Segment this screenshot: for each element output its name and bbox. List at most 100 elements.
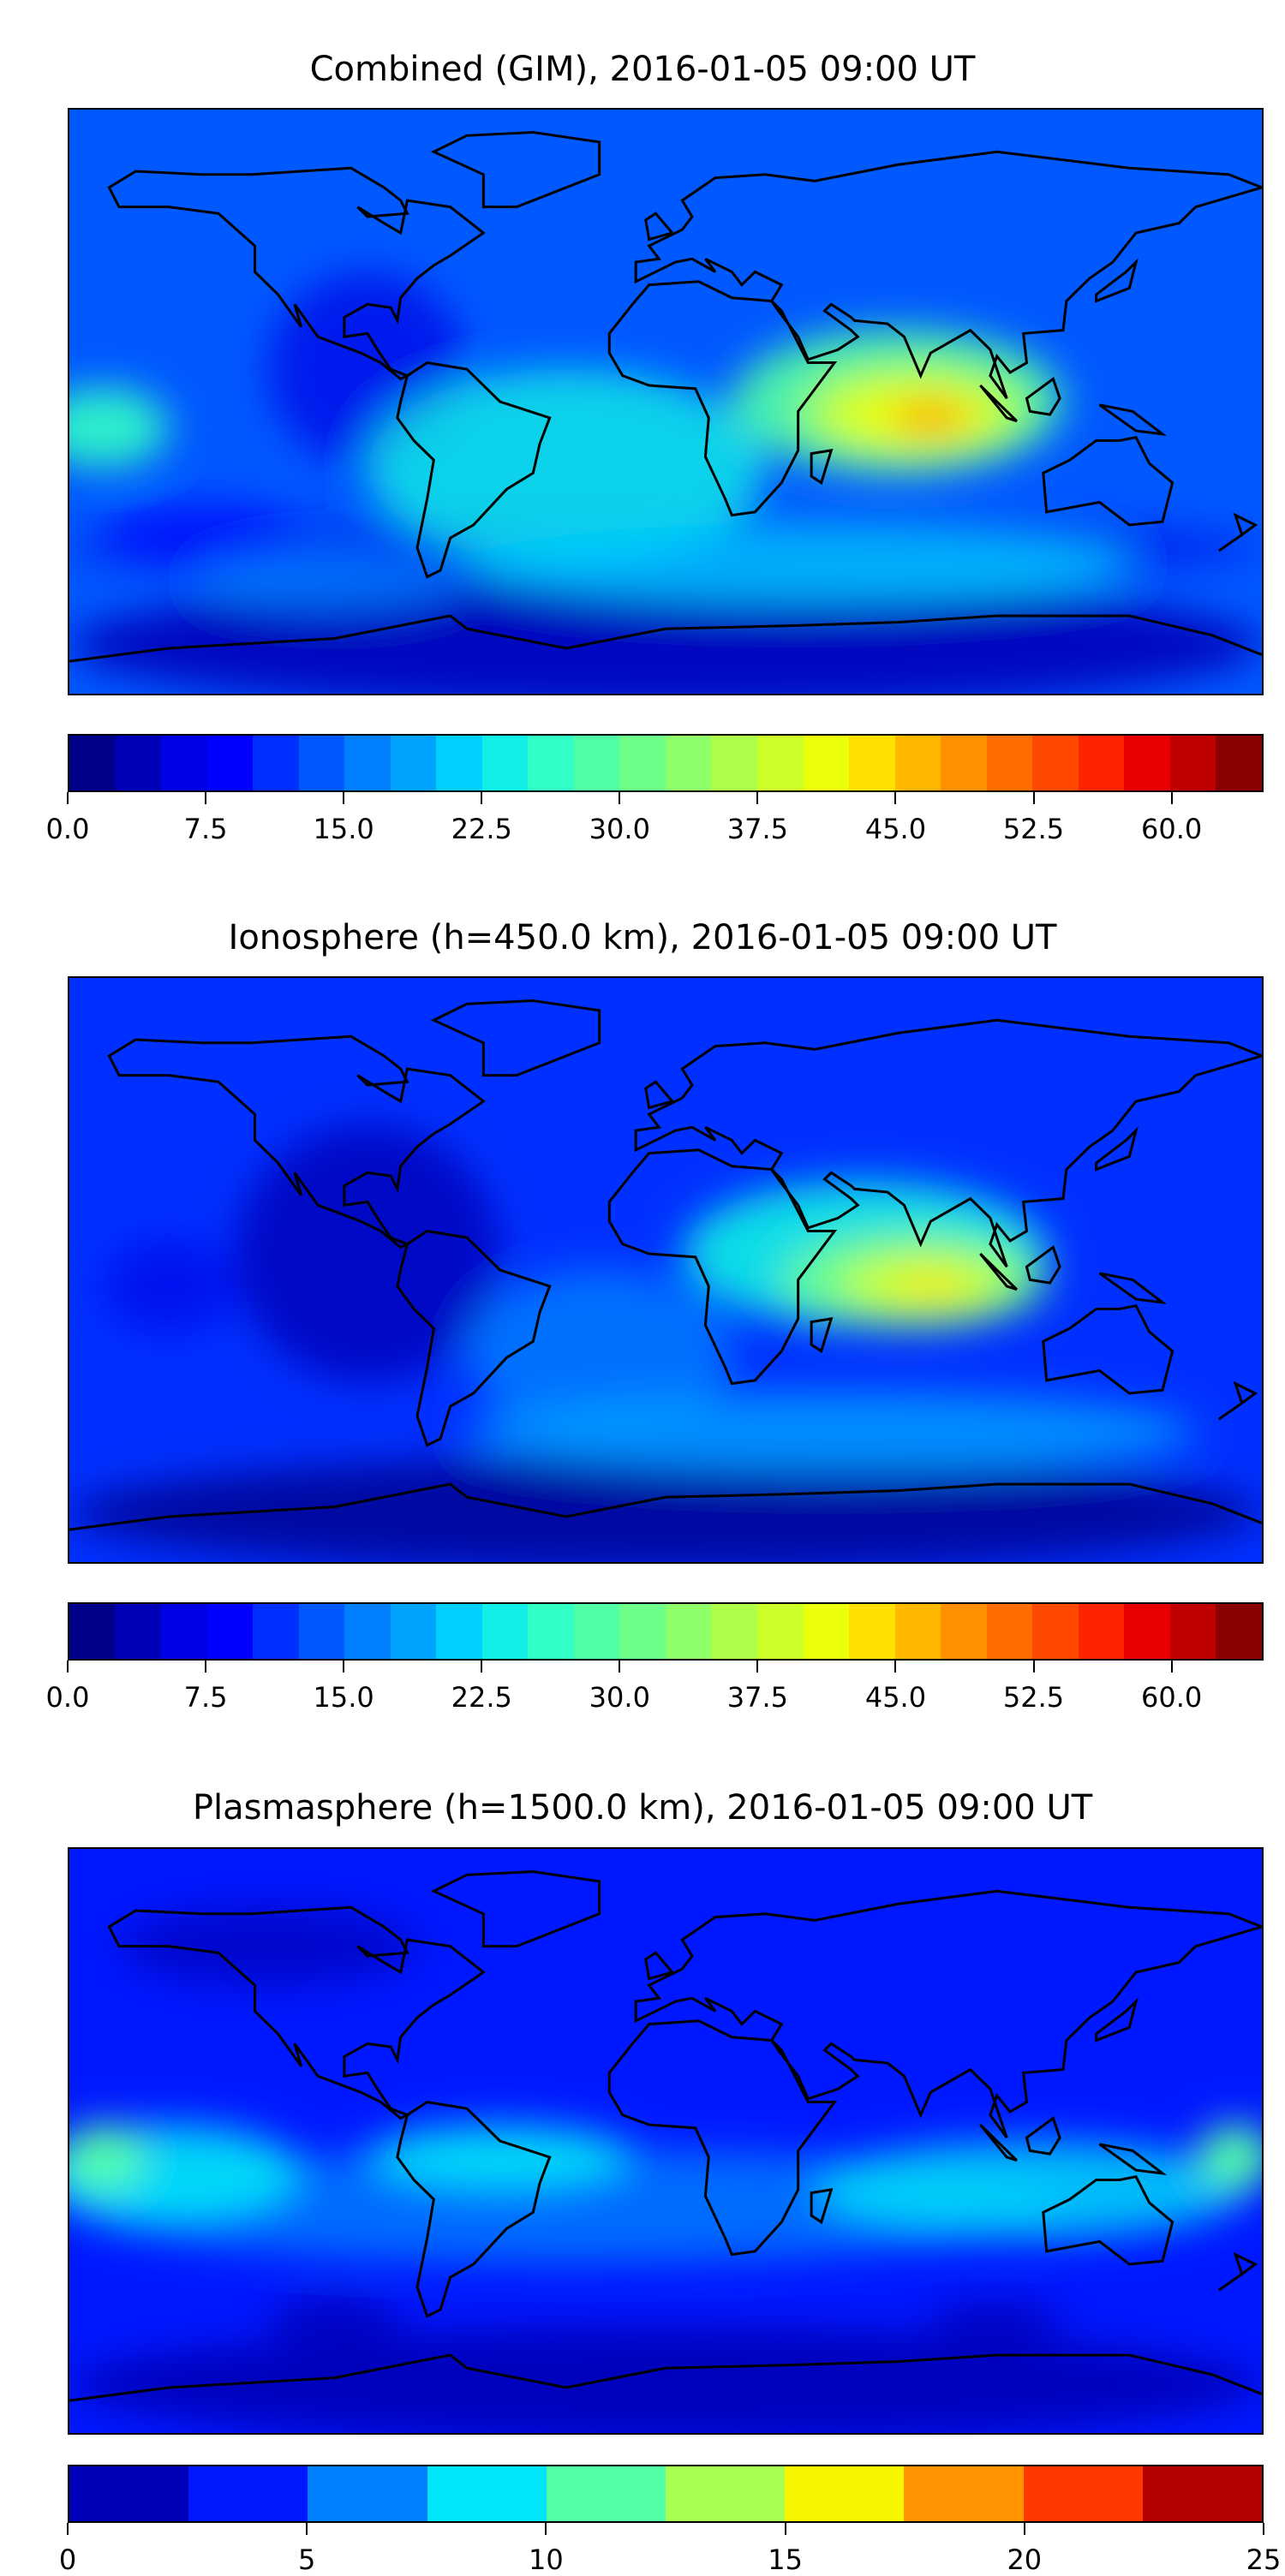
colorbar-band <box>785 2466 905 2521</box>
coastline-antarctica <box>69 1484 1262 1530</box>
colorbar-band <box>665 1604 712 1659</box>
coastline-uk <box>646 213 672 239</box>
colorbar-tick-label: 37.5 <box>726 813 788 845</box>
colorbar-tick-label: 60.0 <box>1140 813 1203 845</box>
coastline-africa <box>609 1150 834 1384</box>
colorbar-band <box>894 1604 941 1659</box>
colorbar-tick-label: 15.0 <box>313 1681 374 1714</box>
contour-region <box>201 547 467 613</box>
coastline-uk <box>646 1082 672 1107</box>
contour-region <box>69 2125 144 2190</box>
coastline-africa <box>609 282 834 516</box>
colorbar-band <box>390 1604 437 1659</box>
coastline-greenland <box>433 133 599 207</box>
colorbar-tick-label: 52.5 <box>1002 813 1065 845</box>
colorbar-tick <box>894 792 897 804</box>
coastline-antarctica <box>69 616 1262 661</box>
coastline-samerica <box>397 1231 550 1446</box>
plasmasphere-map <box>68 1847 1264 2435</box>
colorbar-band <box>481 1604 529 1659</box>
colorbar-band <box>1169 736 1216 790</box>
colorbar-band <box>711 736 757 790</box>
coastline-newguinea <box>1100 1273 1162 1303</box>
coastline-japan <box>1097 262 1136 301</box>
colorbar-tick-label: 25 <box>1246 2543 1282 2576</box>
colorbar-tick-label: 45.0 <box>864 813 927 845</box>
coastline-africa <box>609 2021 834 2255</box>
colorbar-tick <box>784 2523 786 2535</box>
coastline-newguinea <box>1100 2144 1162 2174</box>
colorbar-tick <box>545 2523 547 2535</box>
plasmasphere-title: Plasmasphere (h=1500.0 km), 2016-01-05 0… <box>192 1788 1093 1828</box>
ionosphere-map <box>68 976 1264 1564</box>
contour-region <box>268 2294 401 2344</box>
colorbar-band <box>711 1604 757 1659</box>
contour-region <box>467 1270 732 1433</box>
colorbar-tick <box>343 792 345 804</box>
colorbar-tick <box>1263 2523 1264 2535</box>
colorbar-band <box>1216 736 1262 790</box>
coastline-eurasia <box>636 1020 1262 1267</box>
colorbar-tick <box>1170 1661 1173 1673</box>
colorbar-band <box>1078 1604 1125 1659</box>
coastline-namerica <box>109 1907 483 2118</box>
coastline-australia <box>1043 1306 1173 1393</box>
colorbar-tick <box>619 792 621 804</box>
colorbar-tick-label: 7.5 <box>183 813 228 845</box>
contour-region <box>815 2141 1246 2239</box>
coastline-samerica <box>397 2102 550 2317</box>
colorbar-band <box>253 736 299 790</box>
coastline-namerica <box>109 1036 483 1247</box>
colorbar-band <box>986 736 1033 790</box>
contour-region <box>911 409 951 426</box>
contour-region <box>69 386 169 468</box>
contour-region <box>102 498 302 564</box>
colorbar-band <box>69 2466 189 2521</box>
colorbar-band <box>666 2466 786 2521</box>
coastline-samerica <box>397 363 550 577</box>
contour-region <box>235 1124 500 1384</box>
contour-region <box>930 2299 1063 2340</box>
coastline-greenland <box>433 1872 599 1947</box>
colorbar-tick <box>67 1661 69 1673</box>
contour-region <box>102 1237 236 1335</box>
colorbar-band <box>161 1604 207 1659</box>
colorbar-band <box>619 1604 666 1659</box>
colorbar-band <box>1124 1604 1170 1659</box>
colorbar-band <box>436 736 482 790</box>
colorbar-band <box>1216 1604 1262 1659</box>
colorbar-band <box>1142 2466 1263 2521</box>
coastline-antarctica <box>69 2355 1262 2400</box>
colorbar-band <box>803 1604 850 1659</box>
coastline-borneo <box>1026 1247 1060 1283</box>
colorbar-band <box>573 736 620 790</box>
contour-region <box>69 2149 1063 2263</box>
colorbar-tick-label: 52.5 <box>1002 1681 1065 1714</box>
colorbar-band <box>941 1604 987 1659</box>
coastline-nz <box>1219 1384 1256 1420</box>
colorbar-band <box>161 736 207 790</box>
colorbar-band <box>206 736 254 790</box>
colorbar-band <box>69 736 116 790</box>
colorbar-tick-label: 20 <box>1007 2543 1043 2576</box>
combined-map <box>68 108 1264 695</box>
colorbar-tick-label: 37.5 <box>726 1681 788 1714</box>
colorbar-band <box>298 1604 345 1659</box>
colorbar-band <box>1023 2466 1143 2521</box>
plasmasphere-colorbar <box>68 2465 1264 2523</box>
coastline-sumatra <box>980 1254 1017 1290</box>
contour-region <box>897 1274 964 1298</box>
contour-region <box>1198 2125 1262 2190</box>
colorbar-band <box>206 1604 254 1659</box>
coastline-namerica <box>109 168 483 379</box>
colorbar-tick-label: 0.0 <box>45 1681 90 1714</box>
colorbar-band <box>69 1604 116 1659</box>
colorbar-band <box>115 736 162 790</box>
colorbar-tick <box>343 1661 345 1673</box>
colorbar-tick-label: 0 <box>58 2543 77 2576</box>
colorbar-band <box>1032 736 1079 790</box>
colorbar-band <box>115 1604 162 1659</box>
colorbar-tick <box>1032 792 1035 804</box>
colorbar-band <box>1169 1604 1216 1659</box>
colorbar-tick <box>306 2523 308 2535</box>
